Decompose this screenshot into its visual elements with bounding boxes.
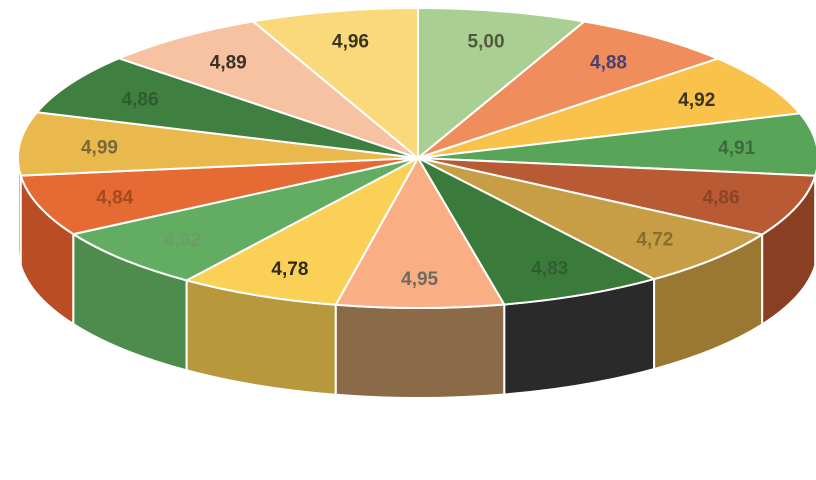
pie-slice-13 bbox=[118, 20, 419, 159]
pie-slice-2 bbox=[417, 57, 801, 159]
pie-slice-label-10: 4,84 bbox=[96, 187, 133, 208]
pie-slice-label-2: 4,92 bbox=[678, 90, 715, 111]
pie-slice-1 bbox=[417, 20, 719, 159]
pie-slice-12 bbox=[36, 57, 419, 159]
pie-slice-label-4: 4,86 bbox=[703, 188, 740, 209]
pie-slice-label-6: 4,83 bbox=[531, 258, 568, 279]
pie-data-labels: 5,00 4,88 4,92 4,91 4,86 4,72 4,83 4,95 4,78 4,92… bbox=[81, 32, 756, 290]
pie-slice-label-7: 4,95 bbox=[401, 269, 438, 290]
pie-slice-side-7 bbox=[334, 303, 506, 399]
pie-slice-label-3: 4,91 bbox=[718, 138, 755, 159]
pie-slice-8 bbox=[185, 157, 419, 306]
pie-slices bbox=[17, 7, 816, 309]
pie-slice-label-0: 5,00 bbox=[468, 32, 505, 53]
pie-slice-14 bbox=[252, 7, 419, 159]
pie-slice-5 bbox=[417, 157, 764, 281]
pie-slice-11 bbox=[17, 111, 419, 177]
pie-slice-label-5: 4,72 bbox=[636, 230, 673, 251]
pie-slice-label-14: 4,96 bbox=[332, 32, 369, 53]
pie-slice-6 bbox=[417, 157, 656, 306]
pie-slice-label-13: 4,89 bbox=[210, 52, 247, 73]
pie-slice-label-12: 4,86 bbox=[122, 90, 159, 111]
pie-slice-4 bbox=[417, 157, 816, 236]
pie-slice-10 bbox=[19, 157, 419, 236]
pie-slice-label-1: 4,88 bbox=[590, 53, 627, 74]
pie-side-walls bbox=[17, 157, 816, 399]
pie-slice-9 bbox=[72, 157, 419, 282]
pie-slice-label-11: 4,99 bbox=[81, 137, 118, 158]
pie-slice-0 bbox=[417, 7, 586, 159]
pie-slice-7 bbox=[334, 157, 506, 309]
pie-slice-label-8: 4,78 bbox=[271, 259, 308, 280]
pie-slice-label-9: 4,92 bbox=[164, 230, 201, 251]
